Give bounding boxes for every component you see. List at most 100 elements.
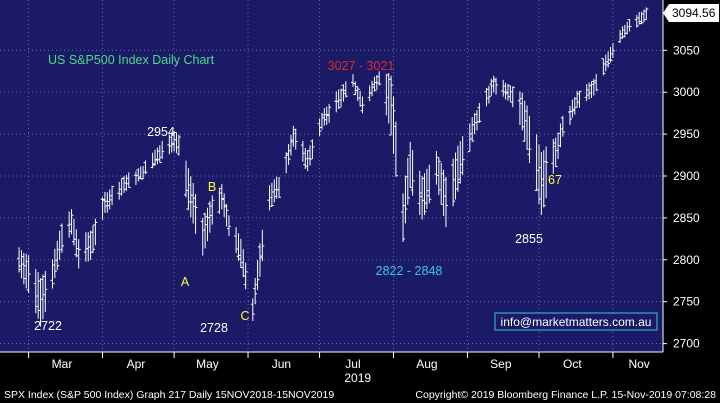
annotation-label: 3027 - 3021 (328, 59, 395, 73)
ohlc-bar (136, 168, 141, 182)
footer-left: SPX Index (S&P 500 Index) Graph 217 Dail… (4, 389, 334, 401)
ohlc-bar (322, 108, 327, 126)
ohlc-bar (410, 150, 415, 196)
ohlc-bar (567, 105, 572, 125)
ohlc-bar (460, 136, 465, 176)
ohlc-bar (241, 249, 246, 278)
ohlc-bar (74, 229, 79, 258)
ohlc-bar (284, 152, 289, 174)
ohlc-bar (584, 84, 589, 101)
ohlc-bar (21, 252, 26, 285)
annotation-label: A (181, 275, 190, 289)
x-tick-label: Aug (416, 357, 437, 371)
annotation-label: 2954 (147, 125, 175, 139)
ohlc-bar (105, 192, 110, 213)
ohlc-bar (110, 185, 115, 206)
ohlc-bar (324, 106, 329, 125)
ohlc-bar (303, 148, 308, 170)
ohlc-bar (639, 11, 644, 25)
ohlc-bar (167, 134, 172, 155)
ohlc-bar (391, 96, 396, 154)
ohlc-bar (474, 110, 479, 131)
ohlc-bar (255, 260, 260, 290)
ohlc-bar (386, 73, 391, 124)
ohlc-bar (558, 123, 563, 148)
ohlc-bar (174, 132, 179, 153)
ohlc-bar (150, 152, 155, 169)
ohlc-bar (453, 152, 458, 200)
ohlc-bar (117, 181, 122, 200)
ohlc-bar (541, 150, 546, 208)
x-tick-label: Apr (127, 357, 146, 371)
annotation-label: 2822 - 2848 (376, 264, 443, 278)
ohlc-bar (610, 43, 615, 58)
ohlc-bar (172, 131, 177, 152)
ohlc-bar (505, 83, 510, 101)
ohlc-bar (133, 171, 138, 185)
x-tick-label: Oct (563, 357, 582, 371)
ohlc-bar (374, 75, 379, 90)
ohlc-bar (417, 170, 422, 215)
ohlc-bar (205, 207, 210, 242)
ohlc-bar (522, 100, 527, 142)
ohlc-bar (634, 15, 639, 28)
ohlc-bar (618, 29, 623, 44)
y-axis: 2700 2750 2800 2850 2900 2950 3000 3050 3094.56 (662, 0, 719, 352)
ohlc-bar (319, 112, 324, 130)
ohlc-bar (107, 189, 112, 210)
x-tick-label: Jun (272, 357, 291, 371)
y-tick-label: 2850 (673, 211, 700, 225)
ohlc-bar (401, 193, 406, 243)
ohlc-bar (534, 134, 539, 192)
ohlc-bar (327, 103, 332, 123)
ohlc-bar (625, 21, 630, 35)
x-tick-label: May (196, 357, 219, 371)
ohlc-bar (88, 230, 93, 260)
ohlc-bar (100, 197, 105, 220)
ohlc-bar (551, 138, 556, 174)
annotation-label: B (208, 180, 216, 194)
ohlc-bar (222, 193, 227, 218)
ohlc-bar (601, 58, 606, 76)
ohlc-bar (517, 91, 522, 125)
ohlc-bar (124, 174, 129, 192)
ohlc-bar (544, 146, 549, 199)
y-tick-label: 2750 (673, 295, 700, 309)
ohlc-bar (305, 150, 310, 172)
ohlc-bar (193, 194, 198, 234)
x-tick-label: Nov (628, 357, 649, 371)
ohlc-bar (594, 73, 599, 91)
ohlc-bar (26, 255, 31, 293)
ohlc-bar (19, 250, 24, 279)
ohlc-bar (443, 176, 448, 228)
ohlc-bar (272, 179, 277, 203)
ohlc-bar (219, 184, 224, 210)
ohlc-bar (176, 134, 181, 156)
ohlc-bar (336, 89, 341, 110)
ohlc-bar (424, 168, 429, 210)
ohlc-bar (203, 212, 208, 249)
ohlc-bar (169, 132, 174, 153)
ohlc-bar (60, 223, 65, 253)
ohlc-bar (341, 84, 346, 102)
ohlc-bar (153, 149, 158, 166)
ohlc-bar (234, 227, 239, 254)
ohlc-bar (436, 157, 441, 195)
ohlc-bar (76, 239, 81, 269)
last-price-label: 3094.56 (672, 6, 716, 20)
ohlc-bar (603, 54, 608, 72)
ohlc-bar (587, 82, 592, 100)
ohlc-bar (372, 76, 377, 92)
ohlc-bar (300, 140, 305, 162)
ohlc-bar (191, 183, 196, 224)
ohlc-bar (484, 88, 489, 107)
ohlc-bar (441, 169, 446, 216)
ohlc-bar (200, 217, 205, 256)
y-tick-label: 2700 (673, 337, 700, 351)
ohlc-bar (439, 162, 444, 205)
ohlc-bar (226, 215, 231, 237)
ohlc-bar (57, 230, 62, 260)
annotation-label: 67 (548, 173, 562, 187)
ohlc-bars (17, 7, 649, 327)
